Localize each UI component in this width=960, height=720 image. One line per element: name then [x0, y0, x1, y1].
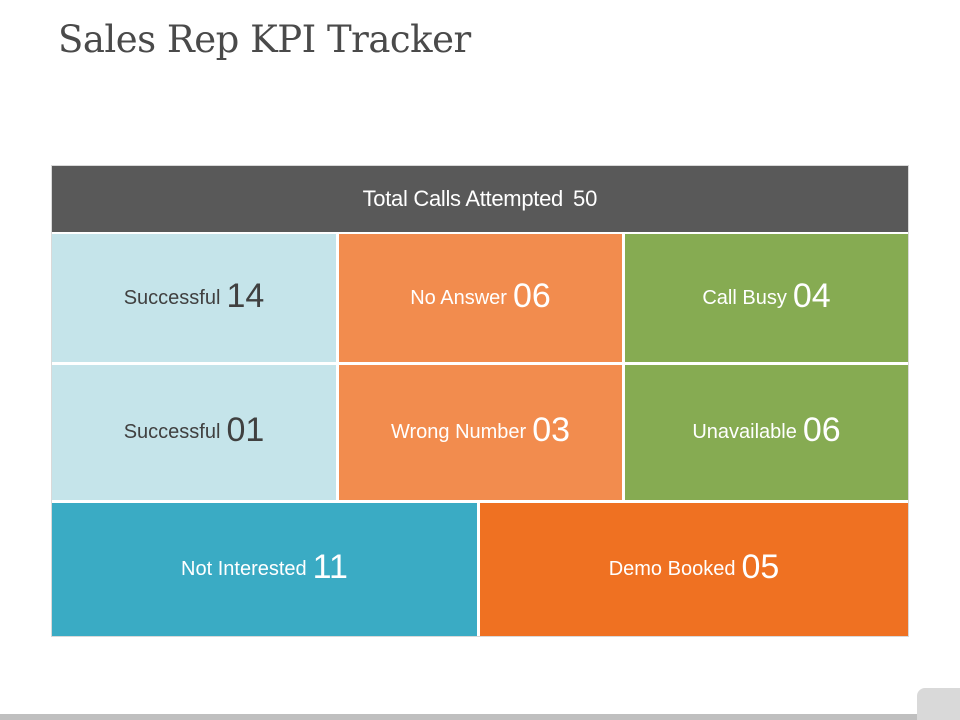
- kpi-value: 04: [792, 276, 831, 315]
- kpi-cell-unavailable: Unavailable 06: [625, 365, 908, 500]
- kpi-label: Wrong Number: [390, 421, 527, 443]
- kpi-cell-successful-2: Successful 01: [52, 365, 336, 500]
- total-calls-value: 50: [572, 186, 598, 211]
- page-title: Sales Rep KPI Tracker: [58, 18, 471, 61]
- kpi-label: Unavailable: [692, 421, 797, 443]
- kpi-value: 03: [532, 411, 571, 449]
- kpi-cell-no-answer: No Answer 06: [339, 234, 622, 362]
- kpi-label: Not Interested: [181, 558, 307, 580]
- kpi-cell-demo-booked: Demo Booked 05: [480, 503, 908, 636]
- kpi-grid: Total Calls Attempted 50 Successful 14 N…: [51, 165, 909, 637]
- kpi-label: Successful: [123, 286, 221, 309]
- corner-tab: [917, 688, 960, 720]
- kpi-value: 06: [512, 276, 551, 315]
- kpi-value: 01: [226, 411, 265, 449]
- kpi-cell-successful: Successful 14: [52, 234, 336, 362]
- kpi-value: 14: [226, 276, 265, 315]
- kpi-cell-wrong-number: Wrong Number 03: [339, 365, 622, 500]
- kpi-label: Successful: [123, 421, 221, 443]
- kpi-label: No Answer: [410, 286, 507, 309]
- total-calls-header: Total Calls Attempted 50: [52, 166, 908, 232]
- footer-bar: [0, 714, 960, 720]
- kpi-cell-call-busy: Call Busy 04: [625, 234, 908, 362]
- kpi-label: Demo Booked: [608, 558, 736, 580]
- kpi-value: 11: [312, 548, 348, 586]
- kpi-value: 05: [741, 548, 780, 586]
- kpi-label: Call Busy: [702, 286, 787, 309]
- total-calls-label: Total Calls Attempted: [362, 186, 564, 211]
- kpi-cell-not-interested: Not Interested 11: [52, 503, 477, 636]
- kpi-value: 06: [802, 411, 841, 449]
